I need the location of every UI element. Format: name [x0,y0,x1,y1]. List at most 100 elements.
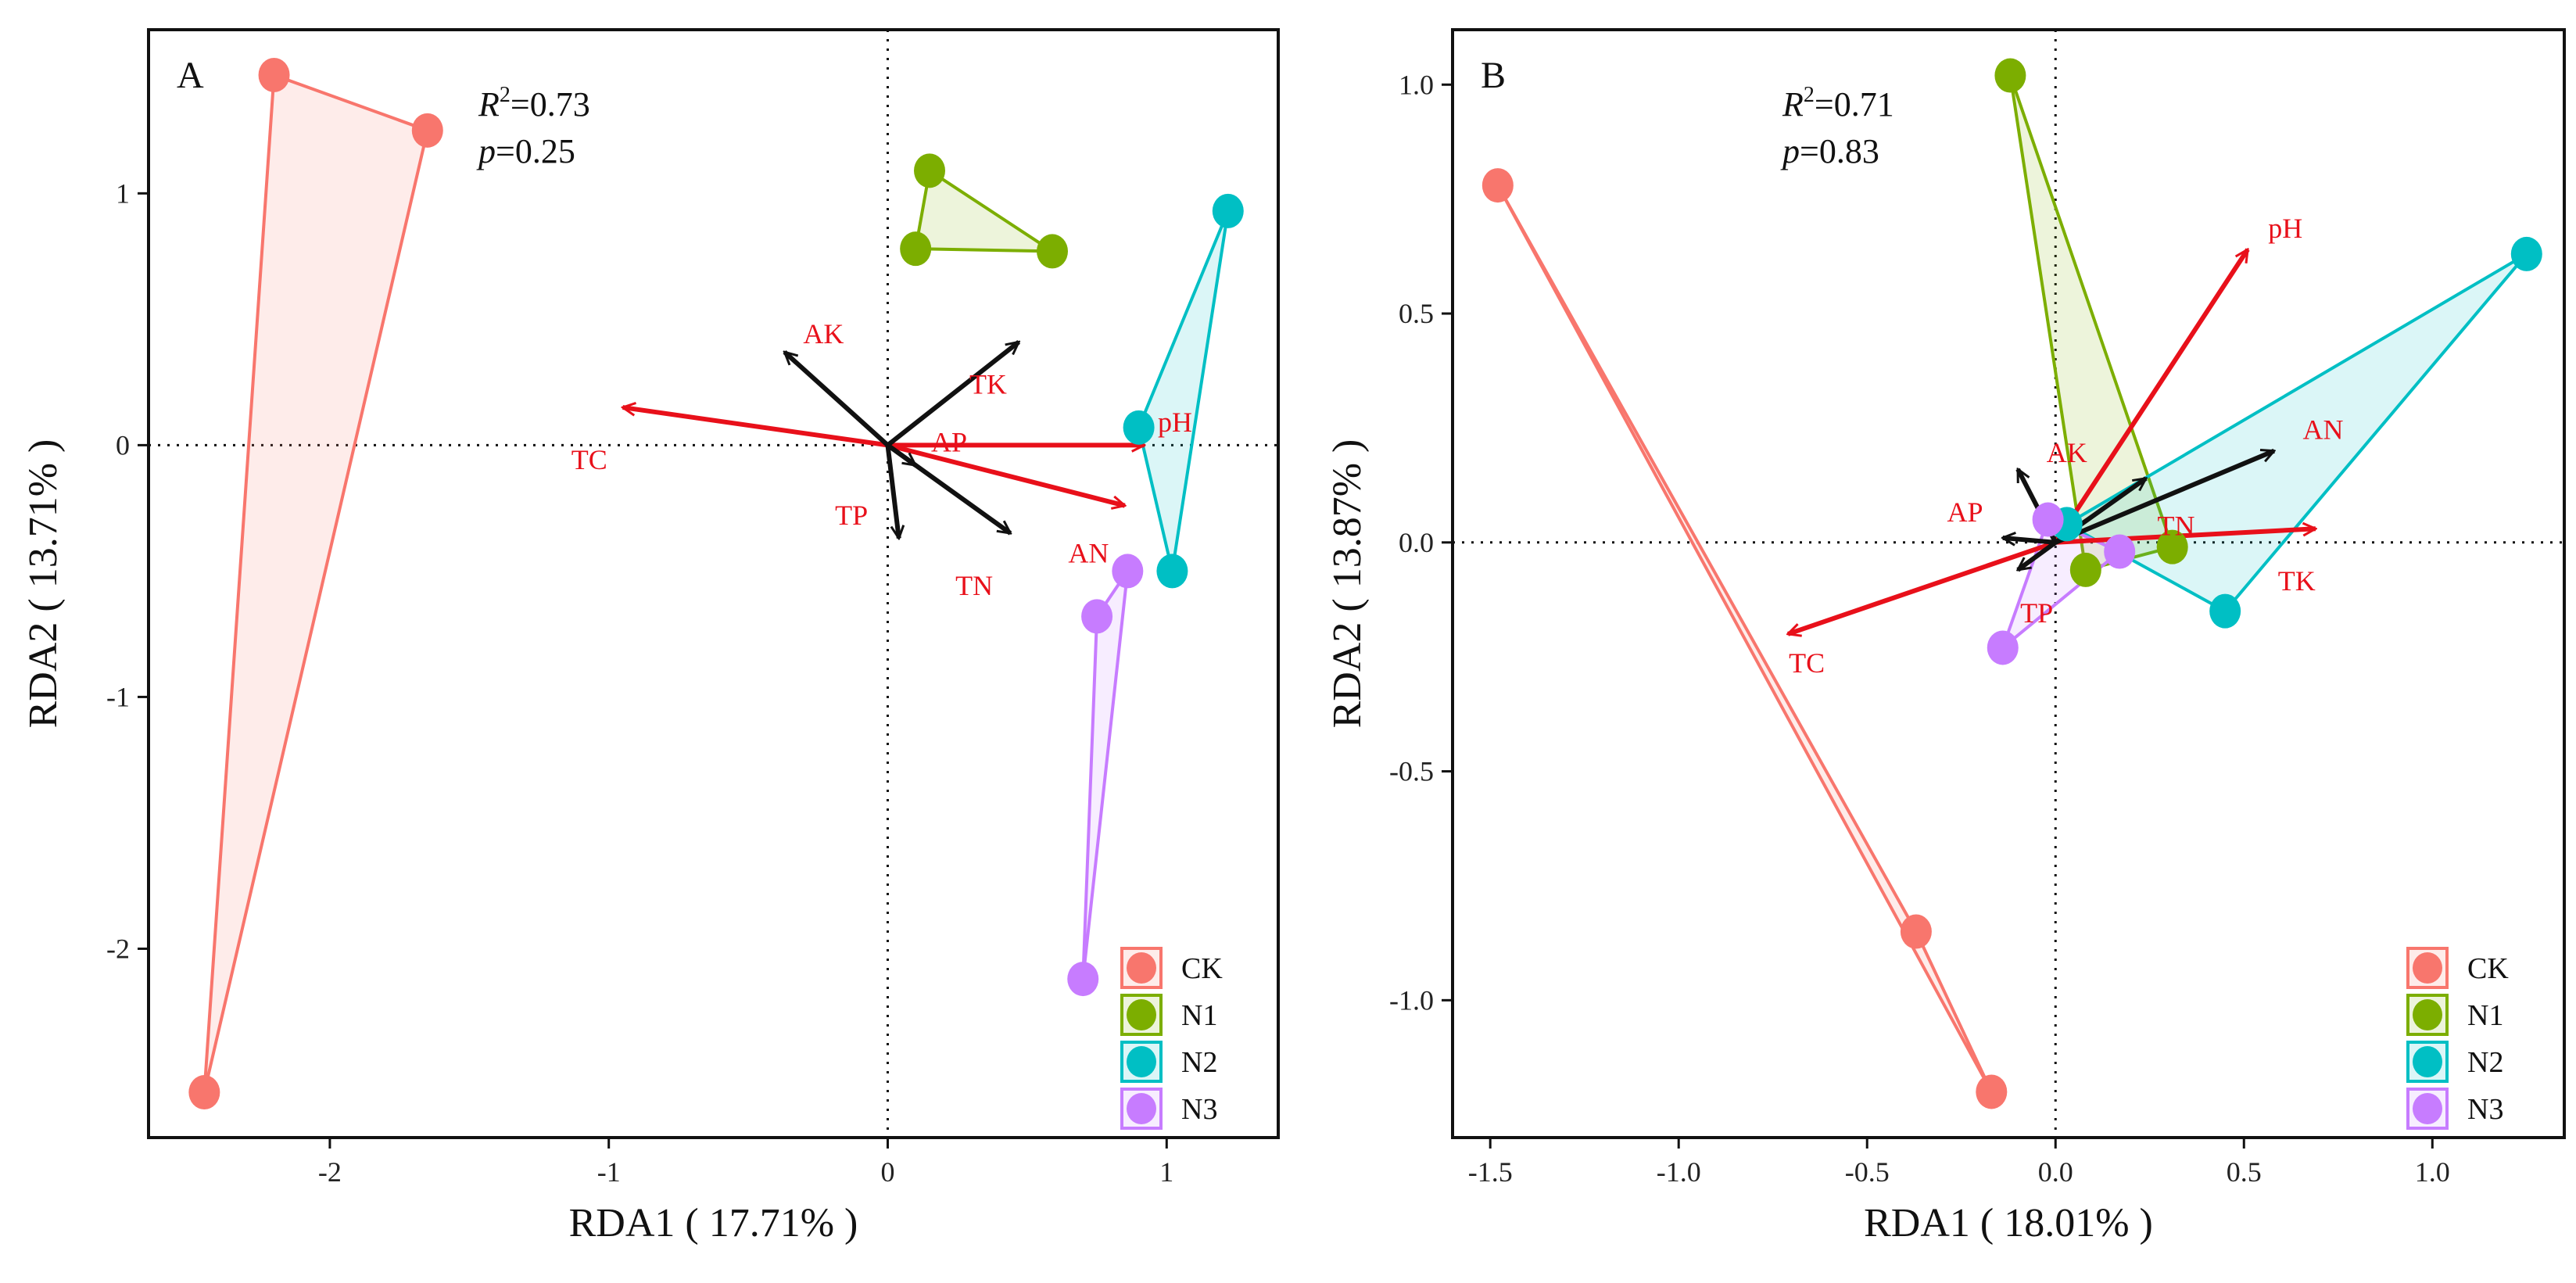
vector-tn [886,443,1010,536]
group-hull-ck [202,73,429,1095]
vector-ap [2003,538,2056,543]
sample-point-n2 [2209,593,2241,629]
vector-label-tc: TC [571,444,607,475]
vector-label-ph: pH [2268,213,2302,244]
plot-area [149,30,1278,1138]
vector-tk [886,339,1019,447]
r-squared-value: =0.73 [511,85,590,124]
legend-swatch-ck [2413,952,2442,984]
sample-point-n2 [1212,193,1244,228]
x-tick-label: -2 [318,1156,342,1188]
group-hull-n1 [914,169,1054,253]
sample-point-n2 [1156,554,1188,589]
p-value-annotation: p=0.25 [476,132,575,170]
legend-label-n1: N1 [1181,999,1217,1032]
legend: CK N1 N2 N3 [1120,947,1223,1130]
vector-label-ap: AP [1947,496,1983,528]
y-tick-label: -0.5 [1389,756,1434,787]
sample-point-n3 [2104,534,2136,569]
sample-point-n1 [914,153,946,188]
x-tick-label: -0.5 [1845,1156,1890,1188]
r-squared-annotation: R2=0.73 [478,83,590,124]
vector-label-ph: pH [1158,407,1192,438]
p-value-number: =0.25 [496,132,575,170]
legend-swatch-n2 [2413,1046,2442,1077]
group-hull-ck [1496,184,1994,1094]
vector-label-tk: TK [2278,565,2316,597]
legend-swatch-ck [1127,952,1156,984]
y-tick-label: -1 [106,681,130,712]
y-tick-label: 0.0 [1399,527,1434,558]
legend-label-n2: N2 [2467,1046,2503,1079]
y-axis-title: RDA2 ( 13.87% ) [1325,439,1370,729]
sample-point-n1 [900,231,932,267]
sample-point-ck [1481,168,1514,203]
y-tick-label: 1.0 [1399,69,1434,100]
y-tick-label: 1 [116,177,130,209]
vector-label-tc: TC [1789,647,1825,679]
plot-frame [147,28,1280,1139]
vector-label-an: AN [2302,414,2343,446]
sample-point-ck [188,1075,220,1110]
r-squared-annotation: R2=0.71 [1782,83,1894,124]
r-squared-superscript: 2 [1804,83,1815,107]
r-squared-superscript: 2 [500,83,511,107]
x-tick-label: -1.0 [1657,1156,1701,1188]
y-tick-label: -2 [106,933,130,964]
legend-swatch-n2 [1127,1046,1156,1077]
sample-point-n2 [2510,236,2542,271]
vector-tp [885,445,898,538]
vector-ak [784,352,890,447]
group-hull-n2 [1137,209,1230,573]
panel-letter: A [177,55,204,96]
sample-point-n2 [1123,410,1155,445]
p-value-number: =0.83 [1800,132,1879,170]
legend-swatch-n1 [1127,999,1156,1030]
vector-label-tn: TN [955,570,993,601]
legend-label-n2: N2 [1181,1046,1217,1079]
sample-point-ck [411,113,443,148]
sample-point-n1 [2156,529,2188,564]
sample-point-n3 [2032,502,2064,537]
vector-tc [1788,539,2057,634]
plot-frame [1451,28,2566,1139]
sample-point-n1 [1037,234,1068,269]
legend-swatch-n3 [1127,1093,1156,1124]
x-tick-label: 1 [1159,1156,1173,1188]
vector-label-tp: TP [2020,597,2053,629]
vector-label-tn: TN [2158,511,2195,542]
p-value-symbol: p [1780,132,1800,170]
x-axis-title: RDA1 ( 18.01% ) [1864,1201,2153,1245]
vector-ph [2053,249,2250,544]
sample-point-n1 [1994,58,2026,93]
vector-label-an: AN [1068,537,1109,568]
legend-label-ck: CK [2467,952,2509,985]
x-tick-label: -1 [597,1156,621,1188]
p-value-symbol: p [476,132,496,170]
sample-point-ck [258,57,290,92]
sample-point-ck [1976,1074,2008,1109]
vector-label-tk: TK [969,369,1007,400]
sample-point-n1 [2069,552,2101,587]
r-squared-symbol: R [478,85,500,124]
vector-an [887,443,1124,505]
vector-an [2055,448,2274,545]
r-squared-symbol: R [1782,85,1804,124]
sample-point-n3 [1112,554,1144,589]
panel-b: pH TK TC AN AK TN AP TP -1.5 -1.0 -0.5 0.0 0.5 1.0 -1.… [1325,28,2566,1245]
legend-swatch-n3 [2413,1093,2442,1124]
group-hull-n2 [2065,252,2528,613]
vector-label-tp: TP [835,500,868,531]
legend-label-n1: N1 [2467,999,2503,1032]
y-tick-label: 0 [116,429,130,461]
p-value-annotation: p=0.83 [1780,132,1879,170]
x-tick-label: -1.5 [1468,1156,1513,1188]
y-tick-label: -1.0 [1389,984,1434,1016]
sample-point-n3 [1081,599,1113,634]
x-tick-label: 0.5 [2227,1156,2262,1188]
legend-label-n3: N3 [1181,1093,1217,1126]
group-hull-n3 [2001,518,2122,650]
sample-point-n3 [1067,962,1099,997]
